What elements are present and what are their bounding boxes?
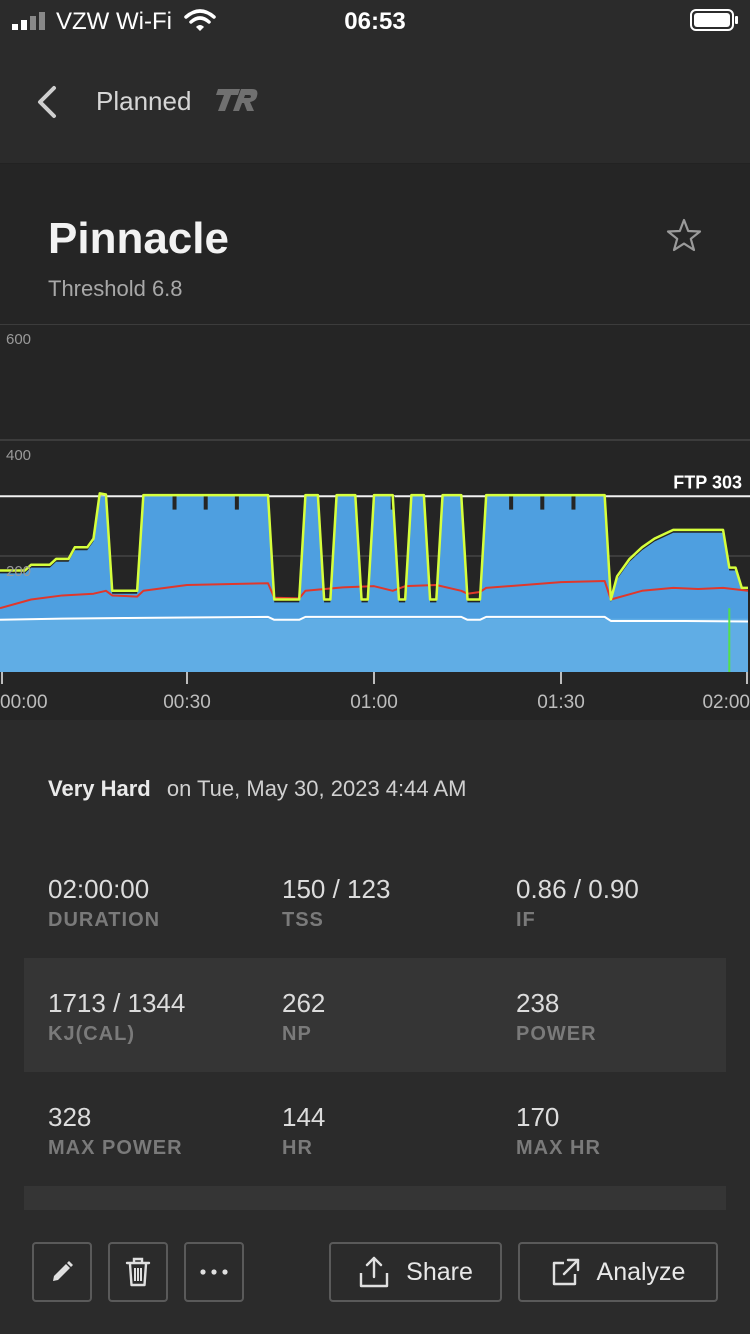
- trainerroad-logo-icon: [216, 89, 258, 111]
- more-options-button[interactable]: [184, 1242, 244, 1302]
- x-tick-label: 00:00: [0, 692, 48, 713]
- stats-row: [24, 1186, 726, 1210]
- analyze-label: Analyze: [596, 1257, 686, 1286]
- stat-value: 02:00:00: [48, 874, 150, 904]
- stat-if: 0.86 / 0.90 IF: [516, 874, 639, 932]
- actual-power-line: [0, 492, 748, 601]
- workout-header: Pinnacle Threshold 6.8: [0, 164, 750, 324]
- stat-max-power: 328 MAX POWER: [48, 1102, 183, 1160]
- difficulty-label: Very Hard: [48, 776, 151, 801]
- target-dip: [540, 496, 545, 510]
- stat-value: 150 / 123: [282, 874, 391, 904]
- stats-row: 328 MAX POWER 144 HR 170 MAX HR: [24, 1072, 726, 1186]
- stat-value: 1713 / 1344: [48, 988, 186, 1018]
- stat-power: 238 POWER: [516, 988, 597, 1046]
- base-band: [0, 618, 748, 672]
- target-dip: [234, 496, 239, 510]
- nav-title: Planned: [96, 86, 192, 116]
- x-tick-label: 02:00: [702, 692, 750, 713]
- x-tick-label: 01:00: [350, 692, 398, 713]
- stat-hr: 144 HR: [282, 1102, 325, 1160]
- stat-max-hr: 170 MAX HR: [516, 1102, 601, 1160]
- stat-value: 170: [516, 1102, 560, 1132]
- stat-label: POWER: [516, 1023, 597, 1045]
- target-dip: [509, 496, 514, 510]
- trash-icon: [125, 1257, 151, 1287]
- stats-row: 1713 / 1344 KJ(CAL) 262 NP 238 POWER: [24, 958, 726, 1072]
- target-dip: [172, 496, 177, 510]
- workout-subtitle: Threshold 6.8: [48, 276, 183, 301]
- x-tick-label: 00:30: [163, 692, 211, 713]
- carrier-label: VZW Wi-Fi: [56, 8, 172, 35]
- workout-power-chart[interactable]: 600 400 200 FTP 303 00:00 00:30 01:00 01:30 02:0…: [0, 324, 750, 720]
- wifi-icon: [184, 9, 216, 31]
- stat-value: 238: [516, 988, 560, 1018]
- stat-label: KJ(CAL): [48, 1023, 135, 1045]
- favorite-star-icon[interactable]: [664, 216, 704, 256]
- heart-rate-line: [0, 579, 749, 610]
- nav-bar: Planned: [0, 40, 750, 164]
- stats-row: 02:00:00 DURATION 150 / 123 TSS 0.86 / 0…: [24, 844, 726, 958]
- stat-tss: 150 / 123 TSS: [282, 874, 390, 932]
- share-button[interactable]: Share: [329, 1242, 502, 1302]
- ftp-label: FTP 303: [673, 472, 742, 492]
- y-tick-label: 400: [6, 447, 31, 464]
- share-icon: [359, 1256, 389, 1288]
- pencil-icon: [53, 1261, 73, 1281]
- x-tick-label: 01:30: [537, 692, 585, 713]
- stat-label: TSS: [282, 909, 324, 931]
- chart-canvas: 600 400 200 FTP 303 00:00 00:30 01:00 01:30 02:0…: [0, 324, 750, 713]
- stat-value: 0.86 / 0.90: [516, 874, 639, 904]
- external-link-icon: [552, 1258, 579, 1286]
- status-bar: VZW Wi-Fi 06:53: [0, 0, 750, 40]
- stat-label: IF: [516, 909, 536, 931]
- back-chevron-icon[interactable]: [30, 84, 66, 120]
- cadence-line: [0, 615, 749, 623]
- signal-icon: [12, 12, 45, 30]
- stats-grid: 02:00:00 DURATION 150 / 123 TSS 0.86 / 0…: [24, 844, 726, 1210]
- ellipsis-icon: [200, 1269, 228, 1275]
- y-tick-label: 600: [6, 331, 31, 348]
- stat-value: 144: [282, 1102, 326, 1132]
- edit-button[interactable]: [32, 1242, 92, 1302]
- battery-icon: [690, 9, 738, 31]
- target-dip: [571, 496, 576, 510]
- stat-value: 328: [48, 1102, 92, 1132]
- analyze-button[interactable]: Analyze: [518, 1242, 718, 1302]
- bottom-toolbar: Share Analyze: [0, 1210, 750, 1334]
- completed-date: on Tue, May 30, 2023 4:44 AM: [166, 776, 467, 801]
- stat-label: MAX POWER: [48, 1137, 183, 1159]
- y-tick-label: 200: [6, 563, 31, 580]
- share-label: Share: [406, 1257, 473, 1286]
- target-dip: [203, 496, 208, 510]
- workout-title: Pinnacle: [48, 214, 229, 263]
- stat-duration: 02:00:00 DURATION: [48, 874, 160, 932]
- delete-button[interactable]: [108, 1242, 168, 1302]
- workout-summary: Very Hard on Tue, May 30, 2023 4:44 AM: [48, 776, 467, 802]
- stat-np: 262 NP: [282, 988, 325, 1046]
- stat-kj-cal: 1713 / 1344 KJ(CAL): [48, 988, 185, 1046]
- stat-label: MAX HR: [516, 1137, 601, 1159]
- stat-label: HR: [282, 1137, 313, 1159]
- stat-label: NP: [282, 1023, 312, 1045]
- stat-value: 262: [282, 988, 326, 1018]
- stat-label: DURATION: [48, 909, 161, 931]
- clock: 06:53: [344, 8, 406, 35]
